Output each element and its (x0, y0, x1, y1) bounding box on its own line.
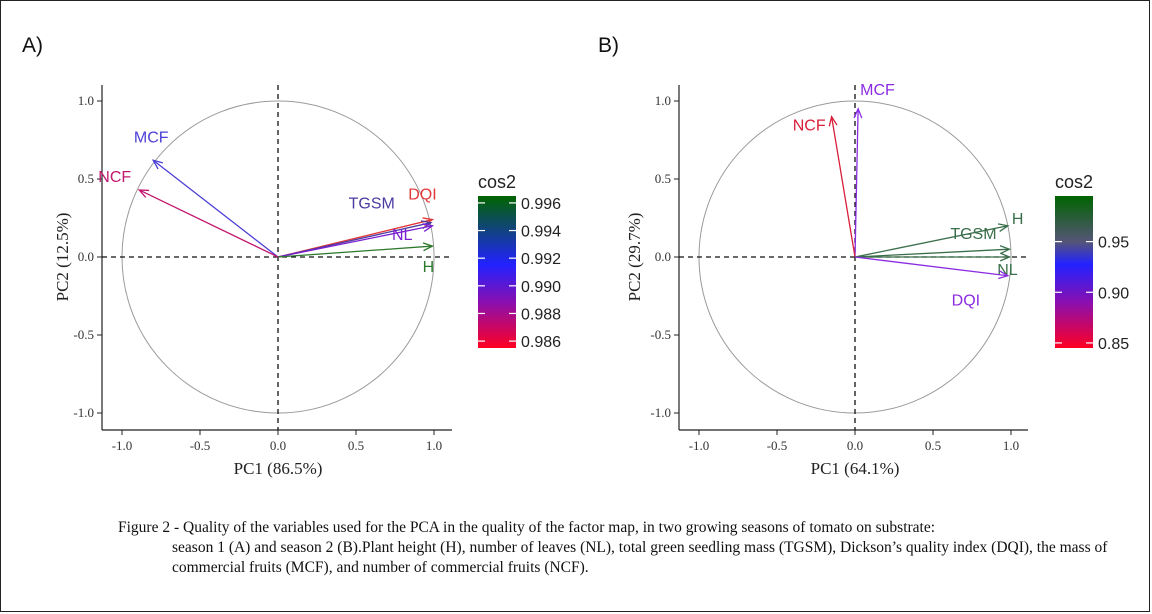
panel-a: A) -1.0 -1.0 -0.5 -0.5 0.0 0.0 0.5 0.5 1.0 1.0 MCF… (22, 34, 561, 478)
x-tick-label: -1.0 (112, 438, 133, 453)
x-tick-label: 0.5 (348, 438, 364, 453)
panel-a-y-axis-label: PC2 (12.5%) (53, 213, 72, 302)
arrowhead-mcf (151, 159, 164, 170)
x-tick-label: 1.0 (1003, 438, 1019, 453)
x-tick-label: 0.0 (847, 438, 863, 453)
label-nl: NL (392, 227, 413, 244)
legend-tick-label: 0.95 (1098, 235, 1129, 252)
legend-tick-label: 0.990 (521, 279, 561, 296)
arrow-tgsm (854, 248, 1010, 258)
caption-first-line: Figure 2 - Quality of the variables used… (118, 519, 936, 536)
arrowhead-h (422, 242, 435, 252)
arrowhead-h (997, 223, 1010, 232)
arrowhead-tgsm (999, 245, 1012, 255)
legend-tick-label: 0.90 (1098, 285, 1129, 302)
y-tick-label: -1.0 (650, 405, 671, 420)
arrowhead-dqi (998, 270, 1010, 280)
arrowhead-nl (999, 252, 1012, 262)
arrow-ncf (138, 189, 279, 258)
x-tick-label: 1.0 (426, 438, 442, 453)
legend-tick-label: 0.986 (521, 334, 561, 351)
label-h: H (1012, 211, 1024, 228)
panel-a-axes: -1.0 -1.0 -0.5 -0.5 0.0 0.0 0.5 0.5 1.0 1.0 MCF NCF… (73, 85, 452, 453)
label-dqi: DQI (408, 187, 436, 204)
arrow-mcf (854, 108, 859, 258)
legend-tick-label: 0.85 (1098, 336, 1129, 353)
x-tick-label: -1.0 (689, 438, 710, 453)
x-tick-label: -0.5 (190, 438, 211, 453)
y-tick-label: -1.0 (73, 405, 94, 420)
caption-rest: season 1 (A) and season 2 (B).Plant heig… (172, 539, 1108, 576)
label-ncf: NCF (793, 118, 826, 135)
label-tgsm: TGSM (950, 226, 996, 243)
panel-b-label: B) (598, 34, 619, 57)
figure-caption: Figure 2 - Quality of the variables used… (118, 518, 1118, 578)
y-tick-label: -0.5 (650, 327, 671, 342)
arrow-mcf (152, 159, 279, 258)
arrowhead-mcf (853, 107, 863, 119)
panel-a-legend-colorbar (478, 196, 516, 348)
legend-tick-label: 0.992 (521, 251, 561, 268)
y-tick-label: 0.5 (78, 171, 94, 186)
panel-b: B) -1.0 -1.0 -0.5 -0.5 0.0 0.0 0.5 0.5 1.0 1.0 MCF… (598, 34, 1129, 478)
label-dqi: DQI (952, 293, 980, 310)
arrowhead-nl (422, 223, 435, 232)
y-tick-label: -0.5 (73, 327, 94, 342)
panel-a-legend-title: cos2 (478, 172, 516, 192)
arrowhead-ncf (828, 114, 838, 127)
panel-b-legend-ticks: 0.95 0.90 0.85 (1055, 235, 1129, 353)
panel-a-x-axis-label: PC1 (86.5%) (234, 459, 323, 478)
arrow-h (854, 225, 1009, 258)
legend-tick-label: 0.996 (521, 196, 561, 213)
panel-b-y-axis-label: PC2 (29.7%) (625, 213, 644, 302)
arrow-ncf (830, 116, 856, 258)
y-tick-label: 1.0 (78, 93, 94, 108)
y-tick-label: 0.0 (78, 249, 94, 264)
y-tick-label: 1.0 (655, 93, 671, 108)
x-tick-label: -0.5 (767, 438, 788, 453)
arrowhead-ncf (137, 189, 150, 198)
arrow-nl (277, 225, 433, 258)
arrow-dqi (854, 256, 1008, 277)
legend-tick-label: 0.994 (521, 224, 561, 241)
y-tick-label: 0.5 (655, 171, 671, 186)
y-tick-label: 0.0 (655, 249, 671, 264)
panel-a-label: A) (22, 34, 43, 57)
legend-tick-label: 0.988 (521, 306, 561, 323)
panel-b-axes: -1.0 -1.0 -0.5 -0.5 0.0 0.0 0.5 0.5 1.0 1.0 MCF NCF… (650, 82, 1028, 453)
panel-b-legend-title: cos2 (1055, 172, 1093, 192)
label-ncf: NCF (98, 169, 131, 186)
x-tick-label: 0.0 (270, 438, 286, 453)
label-h: H (423, 259, 435, 276)
label-mcf: MCF (860, 82, 895, 99)
panel-b-legend-colorbar (1055, 196, 1093, 348)
arrow-h (277, 245, 433, 258)
panel-b-x-axis-label: PC1 (64.1%) (811, 459, 900, 478)
label-tgsm: TGSM (349, 196, 395, 213)
x-tick-label: 0.5 (925, 438, 941, 453)
label-mcf: MCF (134, 129, 169, 146)
panel-a-legend-ticks: 0.996 0.994 0.992 0.990 0.988 0.986 (478, 196, 561, 351)
